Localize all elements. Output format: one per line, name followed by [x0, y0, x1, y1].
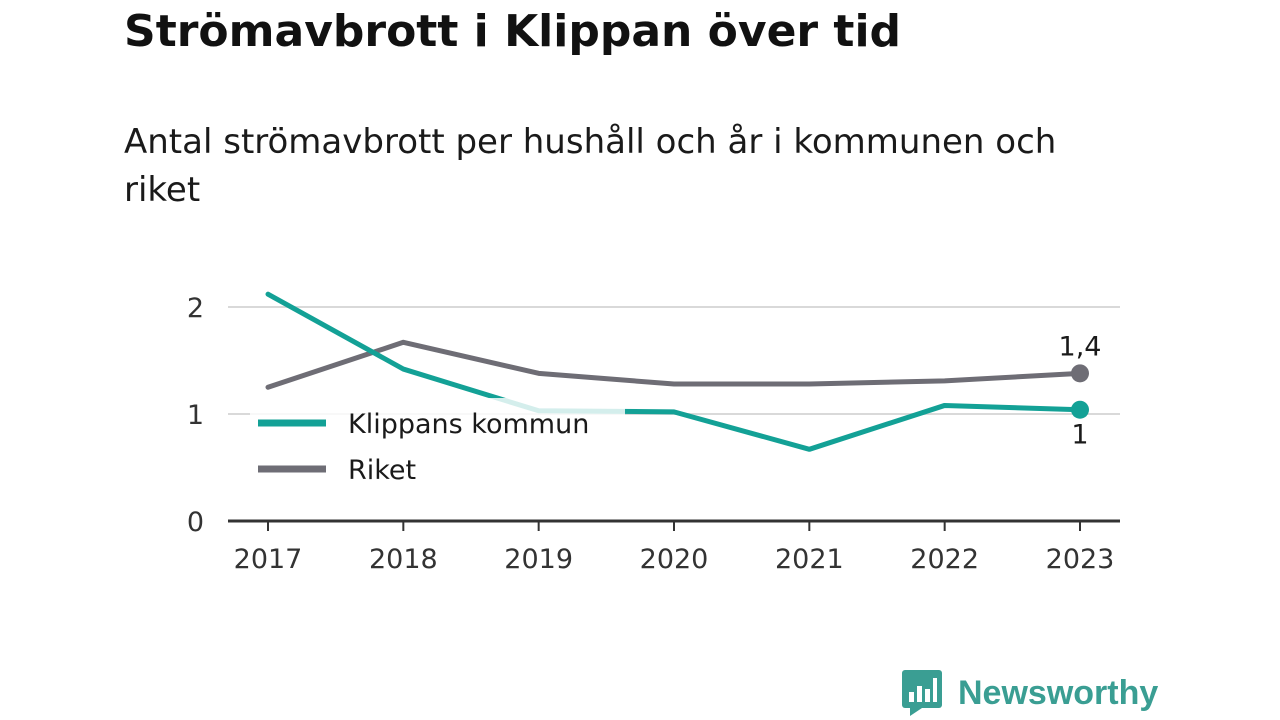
newsworthy-logo-icon: [902, 670, 942, 716]
series-end-point: [1071, 400, 1089, 419]
series-line-riket: [265, 339, 1083, 390]
legend-background: [250, 398, 625, 490]
legend-label: Klippans kommun: [348, 409, 589, 440]
y-tick-label: 2: [187, 293, 204, 324]
legend-label: Riket: [348, 455, 416, 486]
x-tick-label: 2017: [234, 544, 303, 575]
chart-subtitle: Antal strömavbrott per hushåll och år i …: [124, 122, 1057, 210]
y-tick-label: 1: [187, 400, 204, 431]
x-tick-label: 2023: [1046, 544, 1115, 575]
data-label: 1: [1071, 420, 1088, 451]
x-tick-label: 2022: [910, 544, 979, 575]
series-end-point: [1071, 364, 1089, 383]
newsworthy-logo: Newsworthy: [902, 670, 1158, 716]
x-tick-label: 2019: [504, 544, 573, 575]
newsworthy-logo-text: Newsworthy: [958, 673, 1159, 712]
x-tick-label: 2021: [775, 544, 844, 575]
chart-title: Strömavbrott i Klippan över tid: [124, 6, 902, 57]
data-label: 1,4: [1059, 331, 1102, 362]
x-tick-label: 2018: [369, 544, 438, 575]
series-line-klippans-kommun: [265, 291, 1083, 452]
x-tick-label: 2020: [640, 544, 709, 575]
y-tick-label: 0: [187, 507, 204, 538]
